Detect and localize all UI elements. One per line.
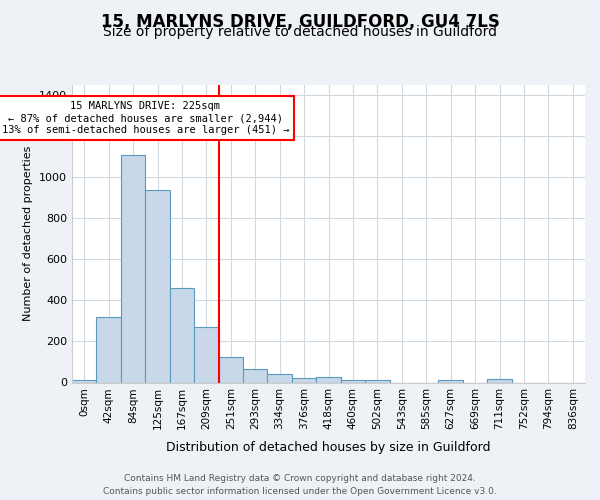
Text: Contains HM Land Registry data © Crown copyright and database right 2024.: Contains HM Land Registry data © Crown c… — [124, 474, 476, 483]
Text: Size of property relative to detached houses in Guildford: Size of property relative to detached ho… — [103, 25, 497, 39]
Bar — [243, 369, 268, 382]
Bar — [170, 288, 194, 382]
Bar — [439, 380, 463, 382]
Text: 15, MARLYNS DRIVE, GUILDFORD, GU4 7LS: 15, MARLYNS DRIVE, GUILDFORD, GU4 7LS — [101, 12, 499, 30]
Bar — [487, 379, 512, 382]
Bar — [218, 357, 243, 382]
Text: 15 MARLYNS DRIVE: 225sqm
← 87% of detached houses are smaller (2,944)
13% of sem: 15 MARLYNS DRIVE: 225sqm ← 87% of detach… — [2, 102, 289, 134]
Text: Contains public sector information licensed under the Open Government Licence v3: Contains public sector information licen… — [103, 488, 497, 496]
Bar — [292, 378, 316, 382]
Bar — [341, 380, 365, 382]
Bar — [72, 380, 97, 382]
Bar — [121, 155, 145, 382]
Bar — [365, 380, 389, 382]
Bar — [194, 327, 218, 382]
X-axis label: Distribution of detached houses by size in Guildford: Distribution of detached houses by size … — [166, 440, 491, 454]
Bar — [316, 378, 341, 382]
Bar — [97, 317, 121, 382]
Bar — [268, 374, 292, 382]
Y-axis label: Number of detached properties: Number of detached properties — [23, 146, 34, 322]
Bar — [145, 190, 170, 382]
